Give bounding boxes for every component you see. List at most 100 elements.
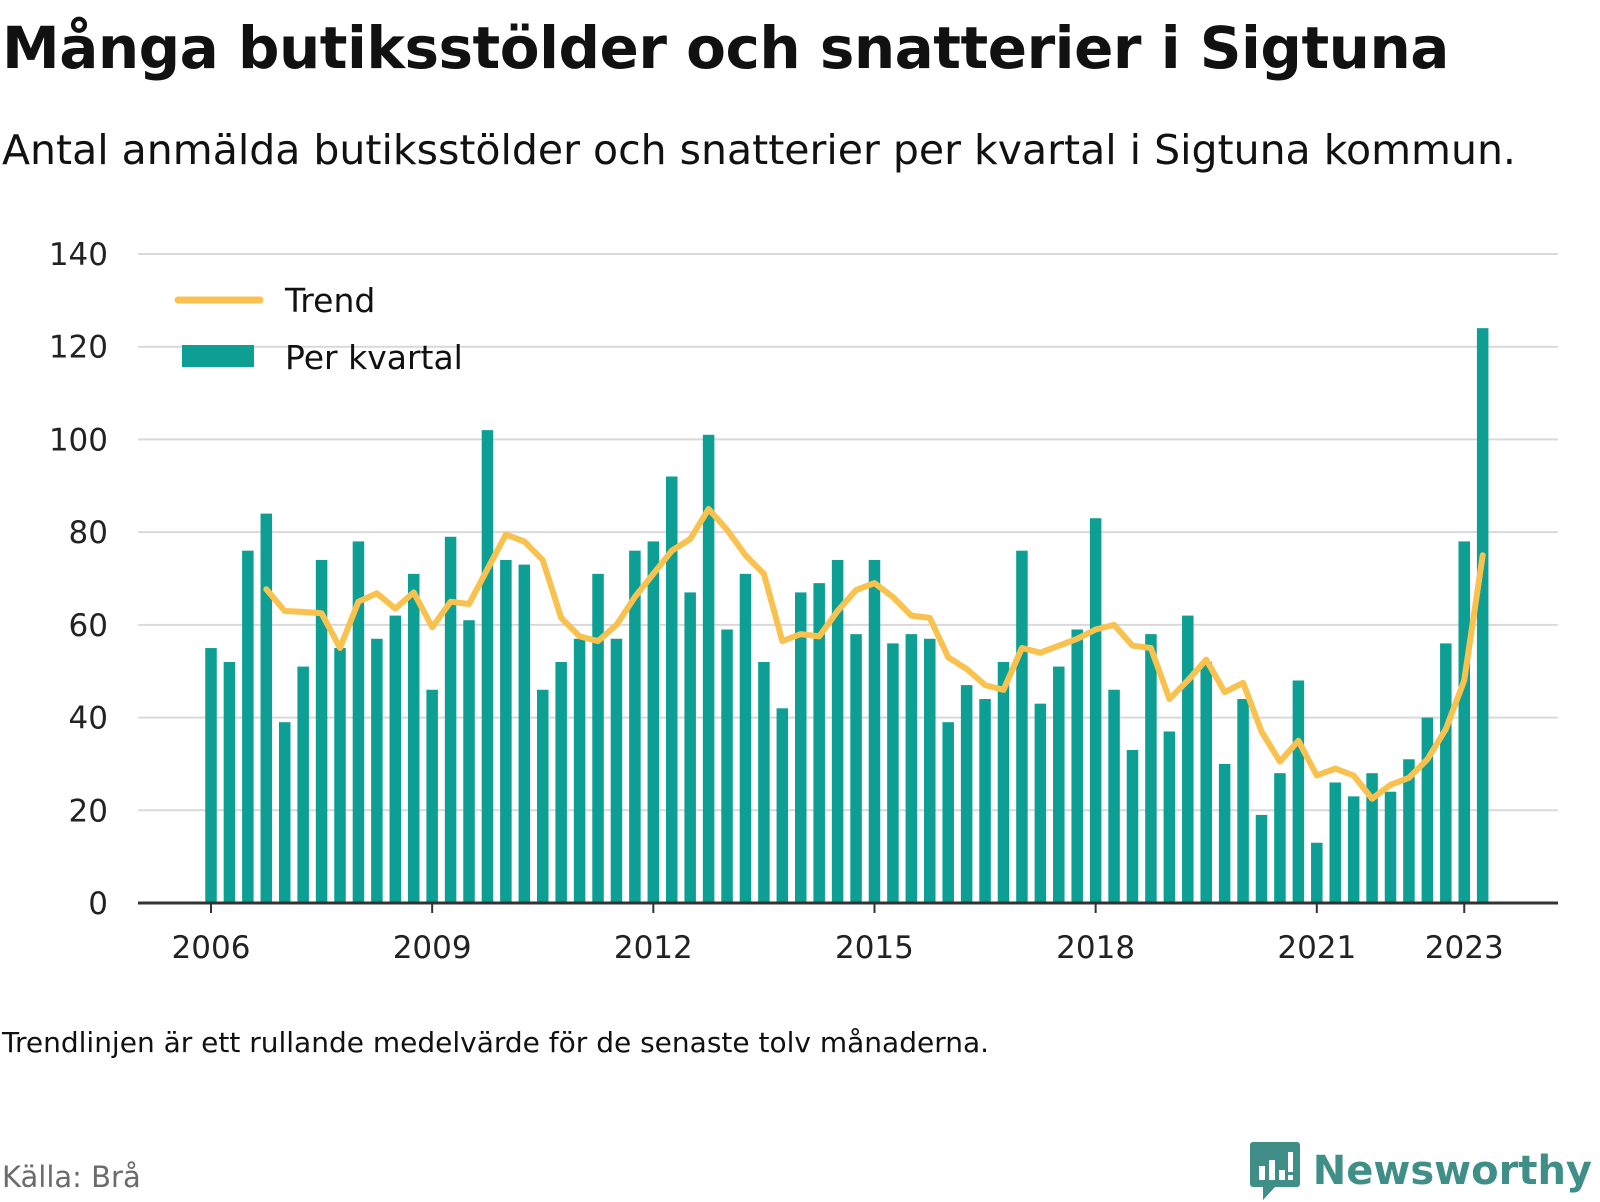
bar <box>389 615 402 903</box>
bar <box>260 513 273 903</box>
bar <box>1311 842 1323 903</box>
bar <box>1145 634 1157 903</box>
bar-series-per-kvartal <box>205 328 1489 904</box>
bar <box>407 573 420 903</box>
source-label: Källa: Brå <box>2 1160 141 1194</box>
bar <box>1366 773 1378 903</box>
bar <box>592 573 604 903</box>
bar <box>1347 796 1360 903</box>
bar <box>1089 518 1102 903</box>
y-axis-ticks: 0 20 40 60 80 100 120 140 <box>49 237 108 922</box>
trend-line <box>263 506 1486 802</box>
bar <box>721 629 733 903</box>
y-tick-label: 100 <box>49 422 108 458</box>
bar <box>1458 541 1470 903</box>
bar <box>444 536 457 903</box>
bar <box>1126 750 1139 903</box>
legend-label-per-kvartal: Per kvartal <box>285 338 463 377</box>
bar <box>1108 689 1120 903</box>
bar <box>426 689 438 903</box>
bar <box>942 722 954 903</box>
bar <box>1255 814 1268 903</box>
x-tick-label: 2012 <box>614 930 693 966</box>
bar <box>315 559 328 903</box>
bar <box>518 564 531 903</box>
brand: Newsworthy <box>1249 1140 1592 1202</box>
footnote: Trendlinjen är ett rullande medelvärde f… <box>2 1026 990 1059</box>
newsworthy-logo-icon <box>1249 1142 1300 1200</box>
bar <box>758 661 770 903</box>
bar <box>850 634 862 903</box>
y-tick-label: 120 <box>49 330 108 366</box>
bar <box>813 583 825 903</box>
bar <box>481 430 494 903</box>
y-tick-label: 40 <box>69 701 108 737</box>
y-tick-label: 20 <box>69 793 108 829</box>
bar <box>1292 680 1305 903</box>
bar <box>1016 550 1028 903</box>
x-tick-label: 2015 <box>835 930 914 966</box>
bar <box>352 541 365 903</box>
bar <box>887 643 899 903</box>
x-tick-label: 2018 <box>1056 930 1135 966</box>
bar <box>1476 328 1489 904</box>
legend-swatch-per-kvartal <box>182 345 254 367</box>
bar <box>1163 731 1176 903</box>
bar <box>463 620 475 903</box>
bar <box>1053 666 1065 903</box>
x-tick-label: 2023 <box>1425 930 1504 966</box>
bar <box>278 722 291 903</box>
bar <box>960 685 973 903</box>
bar <box>629 550 641 903</box>
bar <box>500 559 512 903</box>
bar <box>666 476 678 903</box>
bar <box>905 634 918 903</box>
bar <box>924 638 936 903</box>
x-tick-label: 2021 <box>1277 930 1356 966</box>
bar <box>1200 661 1212 903</box>
bar <box>1237 699 1249 903</box>
bar <box>647 541 660 903</box>
x-axis-ticks: 2006 2009 2012 2015 2018 2021 2023 <box>172 903 1504 966</box>
bar <box>1218 763 1231 903</box>
bar <box>979 699 991 903</box>
bar <box>1421 717 1434 903</box>
bar <box>776 708 789 903</box>
bar <box>997 661 1010 903</box>
bar <box>1440 643 1452 903</box>
bar <box>1182 615 1194 903</box>
bar <box>573 638 586 903</box>
bar <box>1274 773 1286 903</box>
chart-subtitle: Antal anmälda butiksstölder och snatteri… <box>2 126 1516 174</box>
y-tick-label: 140 <box>49 237 108 273</box>
bar <box>1034 703 1047 903</box>
brand-name: Newsworthy <box>1312 1148 1592 1194</box>
chart-legend: Trend Per kvartal <box>174 281 463 377</box>
y-tick-label: 60 <box>69 608 108 644</box>
bar <box>702 434 715 903</box>
bar <box>205 648 217 903</box>
bar <box>610 638 623 903</box>
bar <box>555 661 567 903</box>
bar <box>1403 759 1415 903</box>
x-tick-label: 2009 <box>393 930 472 966</box>
bar <box>868 559 881 903</box>
bar <box>739 573 752 903</box>
bar <box>242 550 254 903</box>
y-tick-label: 0 <box>88 886 108 922</box>
bar <box>334 648 346 903</box>
bar <box>1384 791 1397 903</box>
bar <box>536 689 549 903</box>
bar <box>371 638 383 903</box>
bar <box>831 559 844 903</box>
bar <box>1071 629 1083 903</box>
bar <box>795 592 807 903</box>
bar <box>223 661 236 903</box>
bar <box>684 592 696 903</box>
x-tick-label: 2006 <box>172 930 251 966</box>
line-series-trend <box>263 506 1486 802</box>
legend-label-trend: Trend <box>284 281 375 320</box>
bar <box>297 666 309 903</box>
y-tick-label: 80 <box>69 515 108 551</box>
